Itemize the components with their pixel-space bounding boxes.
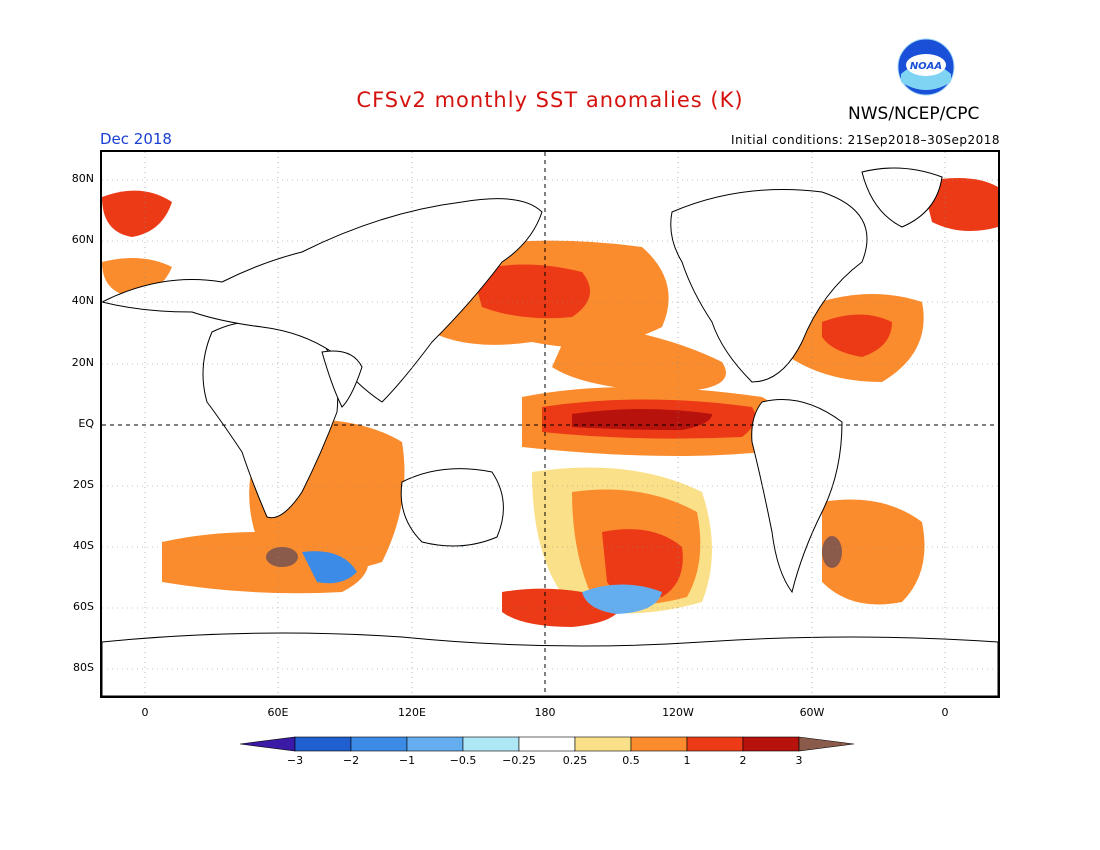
colorbar-tick-label: −1: [398, 754, 416, 767]
colorbar-tick-label: 3: [795, 754, 803, 767]
lat-label: 20N: [71, 356, 94, 369]
lon-label: 0: [141, 706, 149, 719]
colorbar-tick-label: −2: [342, 754, 360, 767]
colorbar-cell: [574, 736, 632, 752]
colorbar-arrow-low: [240, 736, 296, 752]
colorbar-cell: [462, 736, 520, 752]
colorbar-tick-label: −0.25: [502, 754, 536, 767]
agency-label: NWS/NCEP/CPC: [848, 104, 980, 124]
colorbar-cell: [630, 736, 688, 752]
map-grid: [102, 152, 998, 696]
colorbar-arrow-high: [798, 736, 855, 752]
colorbar-cell: [518, 736, 576, 752]
lat-label: EQ: [78, 417, 94, 430]
colorbar-tick-label: −0.5: [449, 754, 477, 767]
colorbar-cell: [294, 736, 352, 752]
lat-label: 60S: [73, 600, 94, 613]
map-canvas: [102, 152, 998, 696]
lat-label: 80N: [71, 172, 94, 185]
colorbar-cell: [742, 736, 800, 752]
lon-label: 180: [534, 706, 556, 719]
colorbar-tick-label: 0.5: [622, 754, 640, 767]
colorbar-tick-label: 0.25: [562, 754, 588, 767]
map-gridlines-dotted: [102, 152, 998, 696]
chart-title: CFSv2 monthly SST anomalies (K): [356, 88, 744, 112]
colorbar-tick-label: 1: [683, 754, 691, 767]
svg-text:NOAA: NOAA: [910, 61, 942, 72]
colorbar: [240, 736, 855, 752]
lat-label: 40N: [71, 294, 94, 307]
lon-label: 120E: [398, 706, 426, 719]
lon-label: 0: [941, 706, 949, 719]
lon-label: 60W: [799, 706, 825, 719]
colorbar-cell: [686, 736, 744, 752]
lat-label: 60N: [71, 233, 94, 246]
colorbar-cell: [406, 736, 464, 752]
colorbar-tick-label: −3: [286, 754, 304, 767]
lat-label: 40S: [73, 539, 94, 552]
valid-month-label: Dec 2018: [100, 130, 172, 148]
land-masses: [102, 167, 998, 696]
lat-label: 80S: [73, 661, 94, 674]
colorbar-cell: [350, 736, 408, 752]
colorbar-tick-label: 2: [739, 754, 747, 767]
lon-label: 120W: [662, 706, 694, 719]
initial-conditions-label: Initial conditions: 21Sep2018–30Sep2018: [731, 133, 1000, 147]
noaa-logo-icon: NOAA: [897, 38, 955, 96]
lat-label: 20S: [73, 478, 94, 491]
lon-label: 60E: [267, 706, 289, 719]
sst-anomaly-map: [100, 150, 1000, 698]
